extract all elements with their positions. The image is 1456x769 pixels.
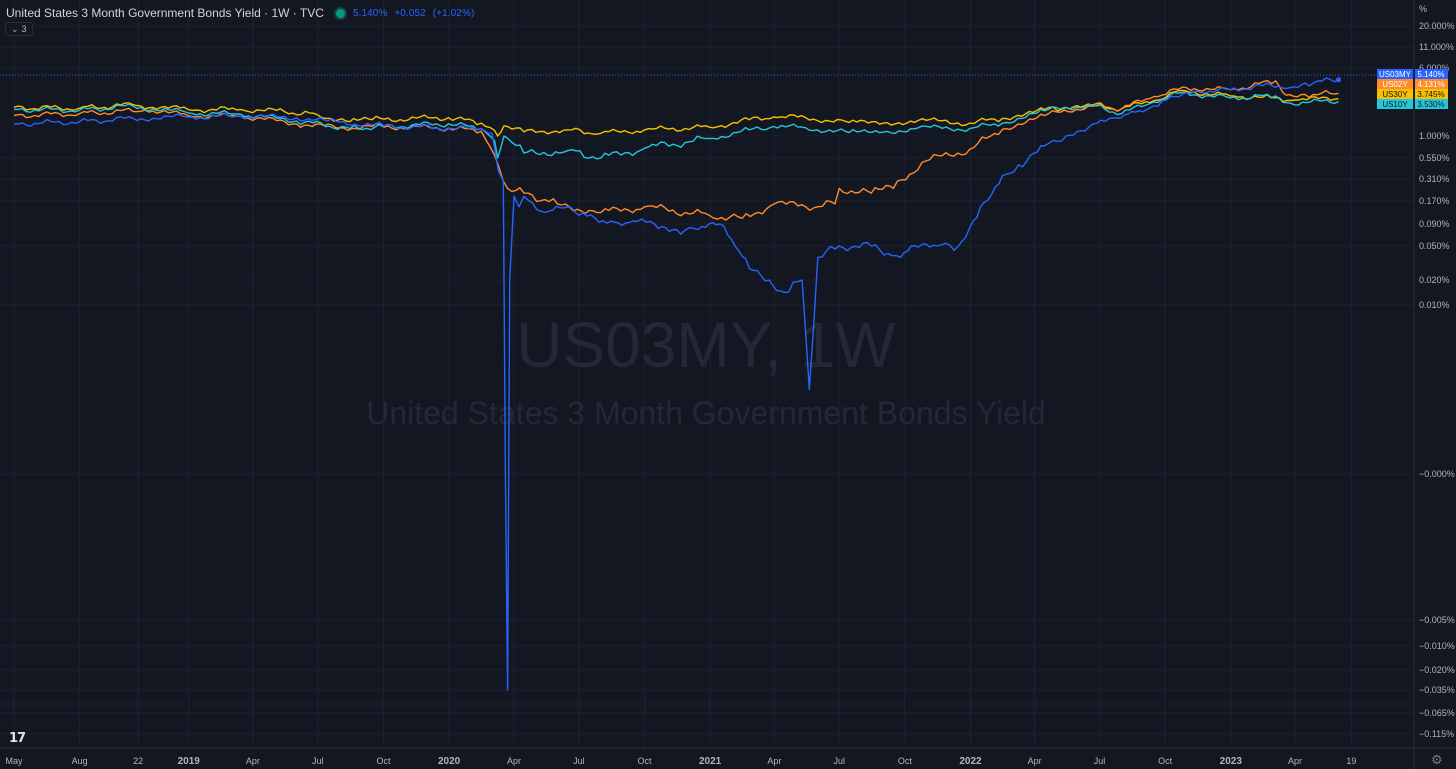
indicators-count: 3 [21, 24, 27, 34]
y-unit-label: % [1419, 4, 1427, 14]
x-tick-label-4: Apr [246, 756, 260, 766]
y-tick-label-2: 6.000% [1419, 63, 1450, 73]
y-tick-label-11: −0.000% [1419, 469, 1455, 479]
tradingview-logo-icon[interactable]: 17 [9, 731, 26, 746]
y-tick-label-3: 1.000% [1419, 131, 1450, 141]
change-percent: (+1.02%) [432, 7, 475, 19]
series-value-badge [1415, 89, 1448, 99]
last-label-us30y: US30Y 3.745% [1377, 89, 1448, 99]
x-tick-label-21: 19 [1346, 756, 1356, 766]
series-value-badge [1415, 79, 1448, 89]
series-value-badge [1415, 69, 1448, 79]
x-tick-label-0: May [5, 756, 23, 766]
series-value-text: 3.530% [1417, 100, 1444, 109]
x-tick-label-7: 2020 [438, 756, 461, 767]
x-tick-label-11: 2021 [699, 756, 722, 767]
y-tick-label-14: −0.020% [1419, 665, 1455, 675]
series-name-badge [1377, 79, 1413, 89]
series-name-text: US02Y [1382, 80, 1408, 89]
series-name-text: US10Y [1382, 100, 1408, 109]
y-tick-label-0: 20.000% [1419, 21, 1455, 31]
series-value-badge [1415, 99, 1448, 109]
series-value-text: 5.140% [1417, 70, 1444, 79]
series-name-badge [1377, 99, 1413, 109]
series-name-badge [1377, 89, 1413, 99]
legend-header: United States 3 Month Government Bonds Y… [6, 4, 478, 22]
y-tick-label-7: 0.090% [1419, 219, 1450, 229]
x-tick-label-6: Oct [376, 756, 391, 766]
x-tick-label-12: Apr [767, 756, 781, 766]
quote-values: 5.140% +0.052 (+1.02%) [353, 8, 478, 19]
x-tick-label-14: Oct [898, 756, 913, 766]
indicators-collapse-button[interactable]: ⌄ 3 [5, 22, 33, 36]
watermark-description: United States 3 Month Government Bonds Y… [366, 395, 1046, 431]
series-name-text: US03MY [1379, 70, 1412, 79]
y-tick-label-9: 0.020% [1419, 275, 1450, 285]
x-tick-label-8: Apr [507, 756, 521, 766]
x-tick-label-10: Oct [638, 756, 653, 766]
grid-lines [0, 0, 1414, 748]
series-value-text: 4.131% [1417, 80, 1444, 89]
x-tick-label-18: Oct [1158, 756, 1173, 766]
y-tick-label-16: −0.065% [1419, 708, 1455, 718]
market-status-icon [335, 8, 345, 18]
time-axis[interactable]: May Aug 22 2019 Apr Jul Oct 2020 Apr Jul Oct 2021 Ap… [0, 747, 1456, 767]
last-label-us02y: US02Y 4.131% [1377, 79, 1448, 89]
price-axis[interactable]: 20.000% 11.000% 6.000% 1.000% 0.550% 0.310% 0.… [1413, 0, 1455, 769]
x-tick-label-20: Apr [1288, 756, 1302, 766]
y-tick-label-10: 0.010% [1419, 300, 1450, 310]
y-tick-label-12: −0.005% [1419, 615, 1455, 625]
y-tick-label-17: −0.115% [1419, 729, 1454, 739]
series-line-us10y [13, 91, 1339, 160]
series-line-us02y [13, 79, 1339, 221]
x-tick-label-15: 2022 [959, 756, 982, 767]
y-tick-label-13: −0.010% [1419, 641, 1455, 651]
series-line-us30y [13, 89, 1339, 137]
x-tick-label-3: 2019 [178, 756, 201, 767]
last-label-us10y: US10Y 3.530% [1377, 99, 1448, 109]
x-tick-label-9: Jul [573, 756, 585, 766]
x-tick-label-17: Jul [1094, 756, 1106, 766]
x-tick-label-5: Jul [312, 756, 324, 766]
y-tick-label-8: 0.050% [1419, 241, 1450, 251]
plot-area [13, 77, 1342, 691]
x-tick-label-1: Aug [72, 756, 88, 766]
series-value-text: 3.745% [1417, 90, 1444, 99]
last-point-marker [1336, 77, 1342, 83]
gear-icon[interactable]: ⚙ [1431, 752, 1443, 767]
series-name-text: US30Y [1382, 90, 1408, 99]
series-line-us03my [13, 77, 1339, 691]
chevron-down-icon: ⌄ [11, 23, 19, 34]
x-tick-label-19: 2023 [1220, 756, 1243, 767]
x-tick-label-2: 22 [133, 756, 143, 766]
y-tick-label-5: 0.310% [1419, 174, 1450, 184]
y-tick-label-4: 0.550% [1419, 153, 1450, 163]
y-tick-label-1: 11.000% [1419, 42, 1454, 52]
y-tick-label-6: 0.170% [1419, 196, 1450, 206]
last-label-us03my: US03MY 5.140% [1377, 69, 1448, 79]
last-value-labels: US03MY 5.140% US02Y 4.131% US30Y 3.745% US10Y 3… [1377, 69, 1448, 109]
last-value: 5.140% [352, 7, 388, 19]
series-name-badge [1377, 69, 1413, 79]
x-tick-label-16: Apr [1028, 756, 1042, 766]
y-tick-label-15: −0.035% [1419, 685, 1455, 695]
change-value: +0.052 [394, 7, 426, 19]
watermark-symbol: US03MY, 1W [516, 309, 896, 381]
symbol-title[interactable]: United States 3 Month Government Bonds Y… [6, 6, 324, 20]
x-tick-label-13: Jul [833, 756, 845, 766]
